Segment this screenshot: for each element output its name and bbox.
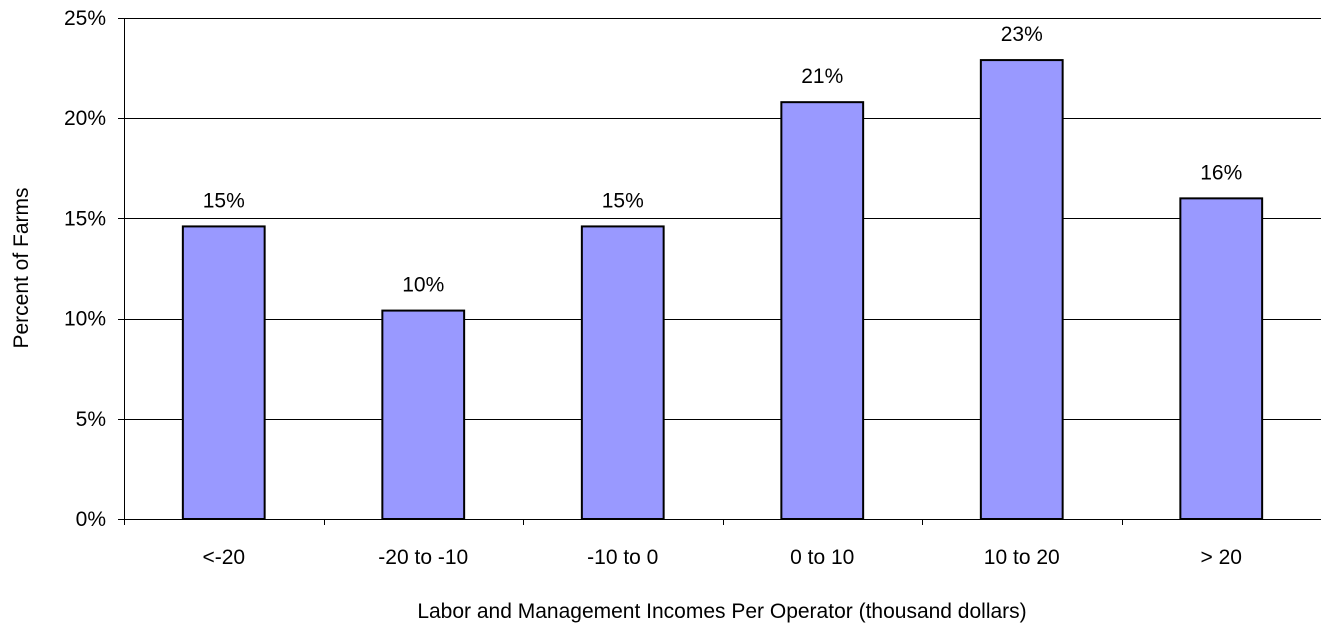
data-label: 15%: [203, 189, 245, 212]
y-tick-labels: 0% 5% 10% 15% 20% 25%: [64, 7, 106, 531]
y-tick-label: 0%: [76, 508, 106, 531]
bar: [979, 59, 1064, 520]
bars: [181, 59, 1264, 521]
gridlines: [124, 18, 1321, 420]
x-tick-label: -10 to 0: [587, 546, 658, 569]
x-tick-label: 10 to 20: [984, 546, 1060, 569]
bar: [181, 225, 266, 521]
data-label: 16%: [1200, 161, 1242, 184]
y-tick-label: 10%: [64, 308, 106, 331]
bar: [381, 309, 466, 521]
bar: [580, 225, 665, 521]
data-label: 21%: [801, 65, 843, 88]
y-tick-label: 25%: [64, 7, 106, 30]
y-tick-label: 20%: [64, 107, 106, 130]
data-label: 23%: [1001, 23, 1043, 46]
data-label: 15%: [602, 189, 644, 212]
data-label: 10%: [402, 274, 444, 297]
x-tick-label: <-20: [202, 546, 245, 569]
data-labels: 15% 10% 15% 21% 23% 16%: [203, 23, 1243, 297]
bar: [1179, 197, 1264, 521]
y-tick-label: 15%: [64, 207, 106, 230]
x-axis-title: Labor and Management Incomes Per Operato…: [417, 600, 1026, 623]
y-axis-title: Percent of Farms: [10, 187, 33, 348]
x-tick-label: 0 to 10: [790, 546, 854, 569]
axes: [118, 18, 1321, 525]
y-tick-label: 5%: [76, 408, 106, 431]
x-tick-label: > 20: [1201, 546, 1242, 569]
bar: [780, 101, 865, 520]
x-tick-label: -20 to -10: [378, 546, 468, 569]
x-tick-labels: <-20 -20 to -10 -10 to 0 0 to 10 10 to 20 > 2…: [202, 546, 1242, 569]
